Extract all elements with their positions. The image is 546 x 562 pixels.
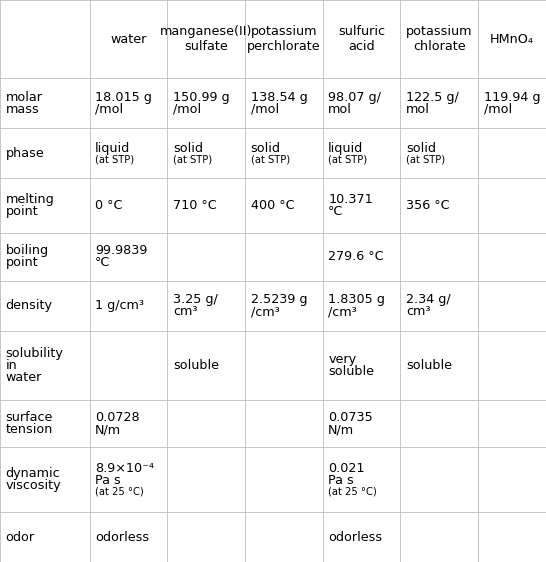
Text: 2.5239 g: 2.5239 g <box>251 293 307 306</box>
Text: mass: mass <box>5 103 39 116</box>
Text: 279.6 °C: 279.6 °C <box>328 250 384 263</box>
Text: 0 °C: 0 °C <box>95 199 123 212</box>
Text: potassium
perchlorate: potassium perchlorate <box>247 25 321 53</box>
Text: N/m: N/m <box>328 423 354 436</box>
Text: 0.021: 0.021 <box>328 463 365 475</box>
Text: /mol: /mol <box>251 103 278 116</box>
Text: surface: surface <box>5 411 53 424</box>
Text: /mol: /mol <box>95 103 123 116</box>
Text: water: water <box>5 371 42 384</box>
Text: /cm³: /cm³ <box>328 305 357 318</box>
Text: melting: melting <box>5 193 54 206</box>
Text: liquid: liquid <box>95 142 130 155</box>
Text: Pa s: Pa s <box>95 474 121 487</box>
Text: /mol: /mol <box>484 103 512 116</box>
Text: solid: solid <box>406 142 436 155</box>
Text: 8.9×10⁻⁴: 8.9×10⁻⁴ <box>95 463 155 475</box>
Text: (at STP): (at STP) <box>173 155 212 164</box>
Text: 1 g/cm³: 1 g/cm³ <box>95 299 144 312</box>
Text: 138.54 g: 138.54 g <box>251 91 307 104</box>
Text: /cm³: /cm³ <box>251 305 280 318</box>
Text: liquid: liquid <box>328 142 364 155</box>
Text: solid: solid <box>173 142 203 155</box>
Text: 18.015 g: 18.015 g <box>95 91 152 104</box>
Text: cm³: cm³ <box>173 305 198 318</box>
Text: solid: solid <box>251 142 281 155</box>
Text: N/m: N/m <box>95 423 121 436</box>
Text: boiling: boiling <box>5 244 49 257</box>
Text: °C: °C <box>328 205 343 218</box>
Text: 356 °C: 356 °C <box>406 199 449 212</box>
Text: 150.99 g: 150.99 g <box>173 91 229 104</box>
Text: 3.25 g/: 3.25 g/ <box>173 293 218 306</box>
Text: cm³: cm³ <box>406 305 430 318</box>
Text: density: density <box>5 299 52 312</box>
Text: phase: phase <box>5 147 44 160</box>
Text: 119.94 g: 119.94 g <box>484 91 540 104</box>
Text: (at 25 °C): (at 25 °C) <box>328 487 377 496</box>
Text: molar: molar <box>5 91 43 104</box>
Text: 710 °C: 710 °C <box>173 199 217 212</box>
Text: (at STP): (at STP) <box>251 155 290 164</box>
Text: (at STP): (at STP) <box>328 155 367 164</box>
Text: (at STP): (at STP) <box>406 155 445 164</box>
Text: 98.07 g/: 98.07 g/ <box>328 91 381 104</box>
Text: odor: odor <box>5 531 34 543</box>
Text: /mol: /mol <box>173 103 201 116</box>
Text: (at 25 °C): (at 25 °C) <box>95 487 144 496</box>
Text: soluble: soluble <box>173 359 219 372</box>
Text: mol: mol <box>406 103 430 116</box>
Text: viscosity: viscosity <box>5 479 61 492</box>
Text: potassium
chlorate: potassium chlorate <box>406 25 472 53</box>
Text: soluble: soluble <box>406 359 452 372</box>
Text: odorless: odorless <box>95 531 150 543</box>
Text: point: point <box>5 256 38 269</box>
Text: 0.0728: 0.0728 <box>95 411 140 424</box>
Text: HMnO₄: HMnO₄ <box>490 33 534 46</box>
Text: dynamic: dynamic <box>5 467 60 480</box>
Text: 99.9839: 99.9839 <box>95 244 147 257</box>
Text: odorless: odorless <box>328 531 382 543</box>
Text: water: water <box>110 33 147 46</box>
Text: sulfuric
acid: sulfuric acid <box>338 25 385 53</box>
Text: (at STP): (at STP) <box>95 155 134 164</box>
Text: solubility: solubility <box>5 347 63 360</box>
Text: tension: tension <box>5 423 53 436</box>
Text: in: in <box>5 359 17 372</box>
Text: 122.5 g/: 122.5 g/ <box>406 91 459 104</box>
Text: 10.371: 10.371 <box>328 193 373 206</box>
Text: 2.34 g/: 2.34 g/ <box>406 293 450 306</box>
Text: 400 °C: 400 °C <box>251 199 294 212</box>
Text: 1.8305 g: 1.8305 g <box>328 293 385 306</box>
Text: point: point <box>5 205 38 218</box>
Text: °C: °C <box>95 256 111 269</box>
Text: manganese(II)
sulfate: manganese(II) sulfate <box>160 25 252 53</box>
Text: very: very <box>328 353 357 366</box>
Text: 0.0735: 0.0735 <box>328 411 373 424</box>
Text: soluble: soluble <box>328 365 374 378</box>
Text: mol: mol <box>328 103 352 116</box>
Text: Pa s: Pa s <box>328 474 354 487</box>
